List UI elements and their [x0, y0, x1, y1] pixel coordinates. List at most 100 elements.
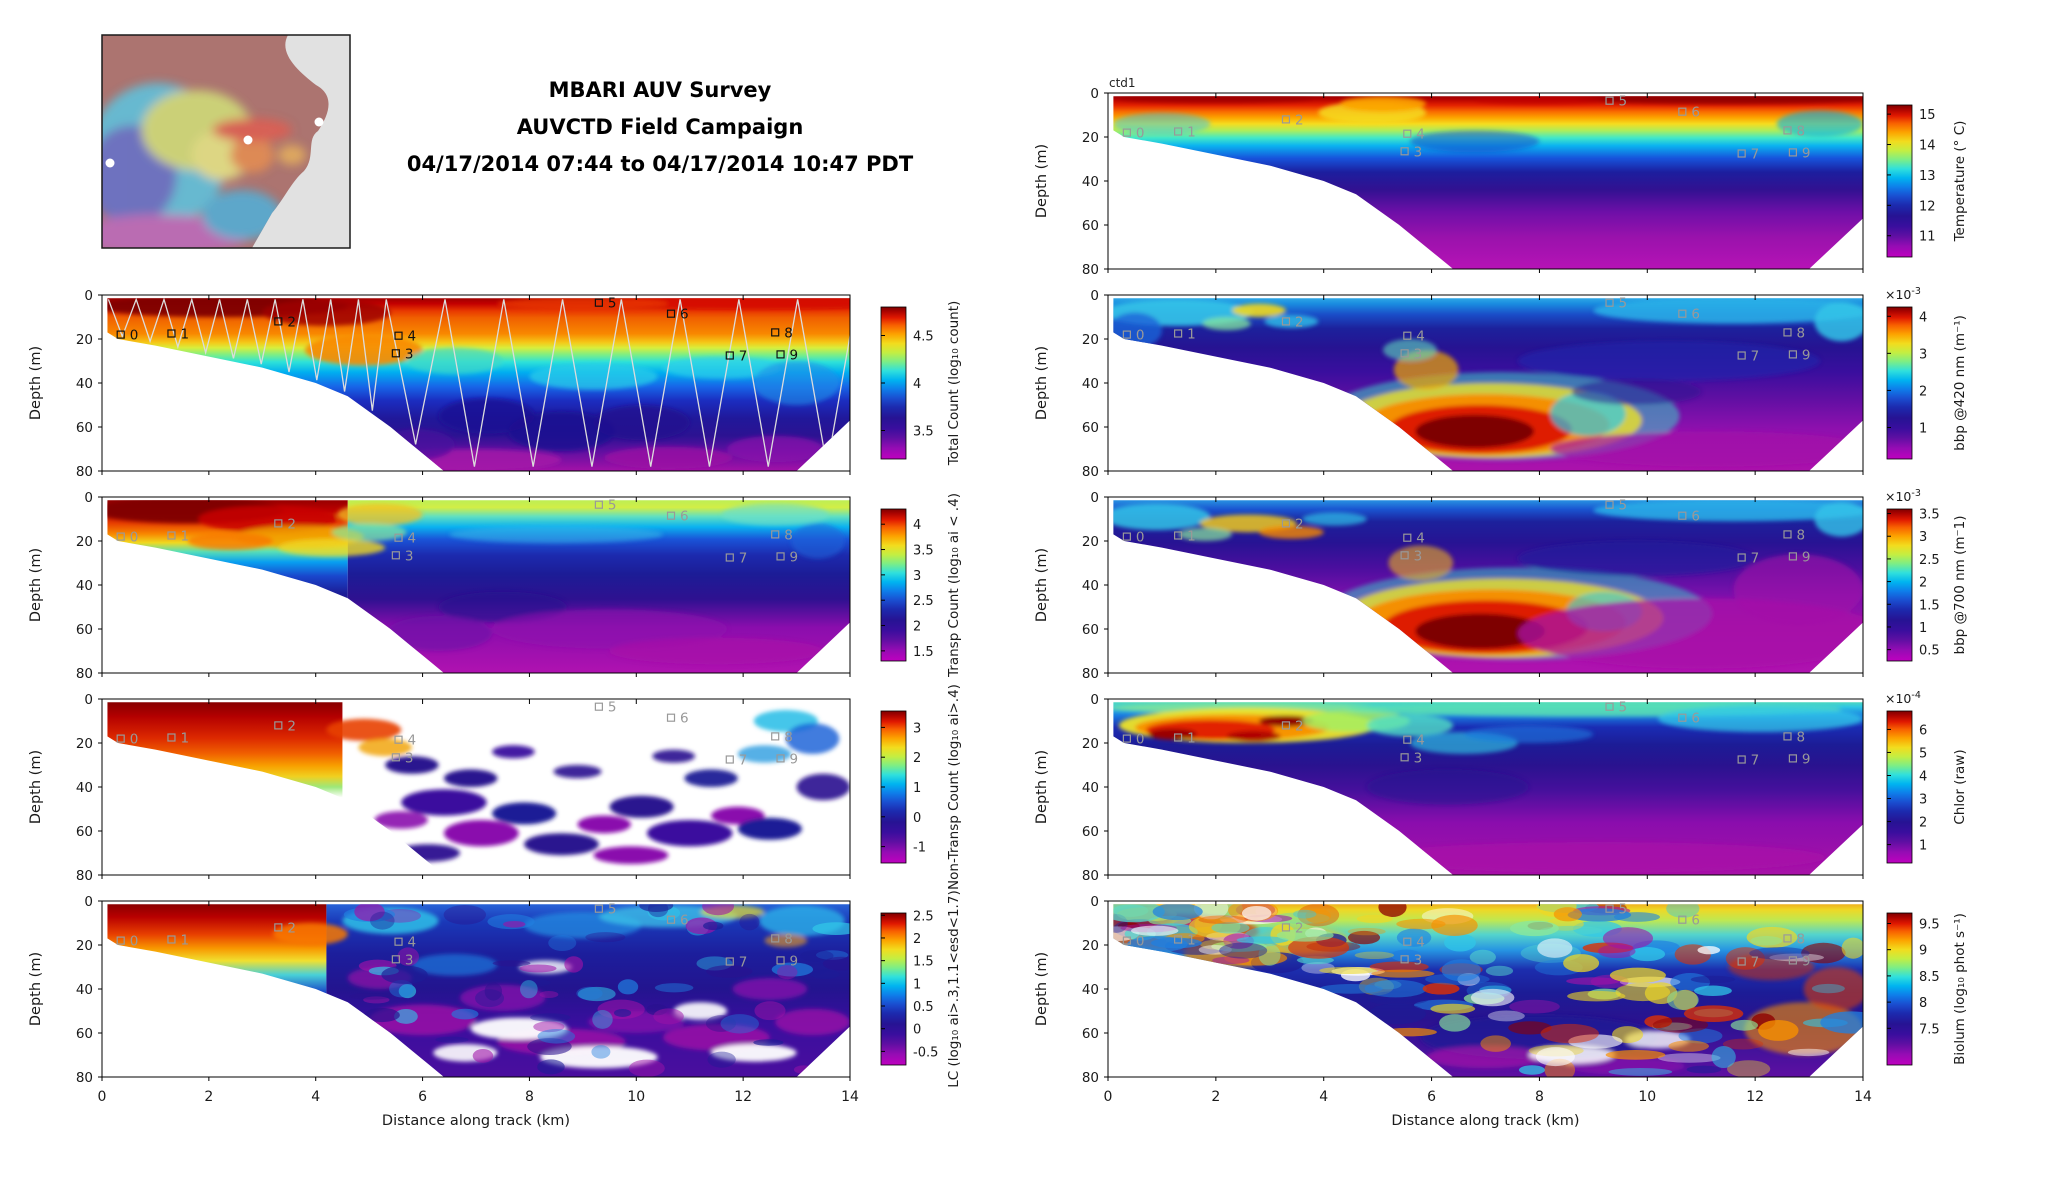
waypoint-number: 7	[1751, 551, 1760, 567]
colorbar-label: Transp Count (log₁₀ ai < .4)	[946, 493, 962, 678]
y-tick-label: 40	[76, 780, 93, 796]
waypoint-number: 8	[1797, 729, 1806, 745]
waypoint-square	[167, 935, 176, 944]
contour-field	[1113, 904, 1863, 1077]
waypoint-number: 1	[180, 529, 189, 545]
x-tick-label: 12	[734, 1089, 752, 1105]
colorbar-tick-label: 8	[1919, 996, 1927, 1011]
colorbar-tick-label: 1.5	[913, 955, 934, 970]
waypoint-number: 1	[1187, 731, 1196, 747]
waypoint-square	[1605, 904, 1614, 913]
waypoint-number: 2	[287, 718, 296, 734]
waypoint-square	[394, 533, 403, 542]
y-tick-label: 80	[76, 1070, 93, 1086]
waypoint-markers: 0 1 2 34 5 6 7 8 9	[116, 296, 798, 365]
waypoint-markers: 0 1 2 34 5 6 7 8 9	[116, 902, 798, 971]
x-tick-label: 10	[627, 1089, 645, 1105]
contour-field	[107, 904, 851, 1077]
y-axis-label: Depth (m)	[28, 346, 44, 420]
map-waypoint-dot	[314, 117, 324, 127]
waypoint-square	[391, 551, 400, 560]
colorbar-label: Chlor (raw)	[1952, 749, 1968, 824]
colorbar-tick-label: 3	[1919, 793, 1927, 808]
waypoint-number: 5	[1619, 498, 1628, 514]
y-tick-label: 80	[1082, 464, 1099, 480]
x-tick-label: 8	[1535, 1089, 1544, 1105]
waypoint-square	[391, 753, 400, 762]
y-tick-label: 0	[1090, 894, 1099, 910]
waypoint-number: 1	[180, 933, 189, 949]
colorbar-tick-label: 6	[1919, 723, 1927, 738]
waypoint-square	[1122, 532, 1131, 541]
waypoint-square	[1788, 956, 1797, 965]
colorbar-tick-label: 15	[1919, 108, 1936, 123]
colorbar	[1886, 306, 1913, 460]
colorbar-tick-label: 5	[1919, 746, 1927, 761]
waypoint-number: 7	[739, 349, 748, 365]
waypoint-number: 4	[1416, 531, 1425, 547]
y-tick-label: 20	[76, 938, 93, 954]
colorbar-tick-label: 1	[913, 977, 921, 992]
waypoint-square	[1605, 500, 1614, 509]
y-axis-label: Depth (m)	[28, 548, 44, 622]
waypoint-square	[771, 732, 780, 741]
colorbar-tick-label: 2.5	[913, 909, 934, 924]
y-tick-label: 40	[76, 376, 93, 392]
y-tick-label: 60	[1082, 420, 1099, 436]
waypoint-square	[1174, 531, 1183, 540]
waypoint-square	[666, 511, 676, 520]
waypoint-number: 0	[1136, 530, 1145, 546]
x-tick-label: 2	[1211, 1089, 1220, 1105]
waypoint-number: 0	[1136, 126, 1145, 142]
waypoint-number: 6	[1691, 913, 1700, 929]
waypoint-number: 2	[1295, 516, 1304, 532]
waypoint-square	[1403, 937, 1412, 946]
waypoint-number: 6	[1691, 509, 1700, 525]
waypoint-square	[1122, 128, 1131, 137]
field-blobs	[326, 710, 850, 864]
waypoint-number: 4	[1416, 733, 1425, 749]
waypoint-number: 7	[1751, 349, 1760, 365]
y-tick-label: 80	[1082, 1070, 1099, 1086]
waypoint-number: 0	[130, 732, 139, 748]
colorbar-tick-label: 0	[913, 1023, 921, 1038]
waypoint-number: 4	[408, 733, 417, 749]
waypoint-number: 8	[784, 325, 793, 341]
waypoint-square	[1737, 755, 1746, 764]
waypoint-square	[1281, 721, 1291, 730]
waypoint-number: 7	[1751, 753, 1760, 769]
waypoint-square	[1400, 753, 1409, 762]
waypoint-number: 5	[608, 902, 617, 918]
waypoint-square	[167, 531, 176, 540]
x-tick-label: 8	[525, 1089, 534, 1105]
y-axis-label: Depth (m)	[1034, 548, 1050, 622]
waypoint-number: 2	[287, 516, 296, 532]
map-waypoint-dot	[105, 158, 115, 168]
colorbar-tick-label: 8.5	[1919, 970, 1940, 985]
waypoint-number: 8	[1797, 931, 1806, 947]
colorbar-tick-label: 2	[913, 751, 921, 766]
colorbar-tick-label: 9.5	[1919, 917, 1940, 932]
waypoint-square	[1783, 934, 1792, 943]
waypoint-markers: 0 1 2 34 5 6 7 8 9	[1122, 498, 1810, 567]
waypoint-number: 4	[408, 531, 417, 547]
colorbar	[880, 710, 907, 864]
x-tick-label: 6	[418, 1089, 427, 1105]
colorbar-tick-label: 3	[913, 569, 921, 584]
y-tick-label: 40	[1082, 174, 1099, 190]
colorbar-tick-label: 13	[1919, 169, 1936, 184]
colorbar-tick-label: 3	[1919, 347, 1927, 362]
y-axis-label: Depth (m)	[28, 750, 44, 824]
waypoint-number: 5	[608, 296, 617, 312]
waypoint-number: 2	[1295, 920, 1304, 936]
waypoint-square	[1678, 309, 1687, 318]
waypoint-markers: 0 1 2 34 5 6 7 8 9	[1122, 700, 1810, 769]
inset-map	[101, 34, 351, 249]
waypoint-square	[1122, 330, 1131, 339]
waypoint-square	[594, 904, 603, 913]
x-tick-label: 4	[1319, 1089, 1328, 1105]
waypoint-number: 9	[1802, 347, 1811, 363]
waypoint-square	[1122, 936, 1131, 945]
